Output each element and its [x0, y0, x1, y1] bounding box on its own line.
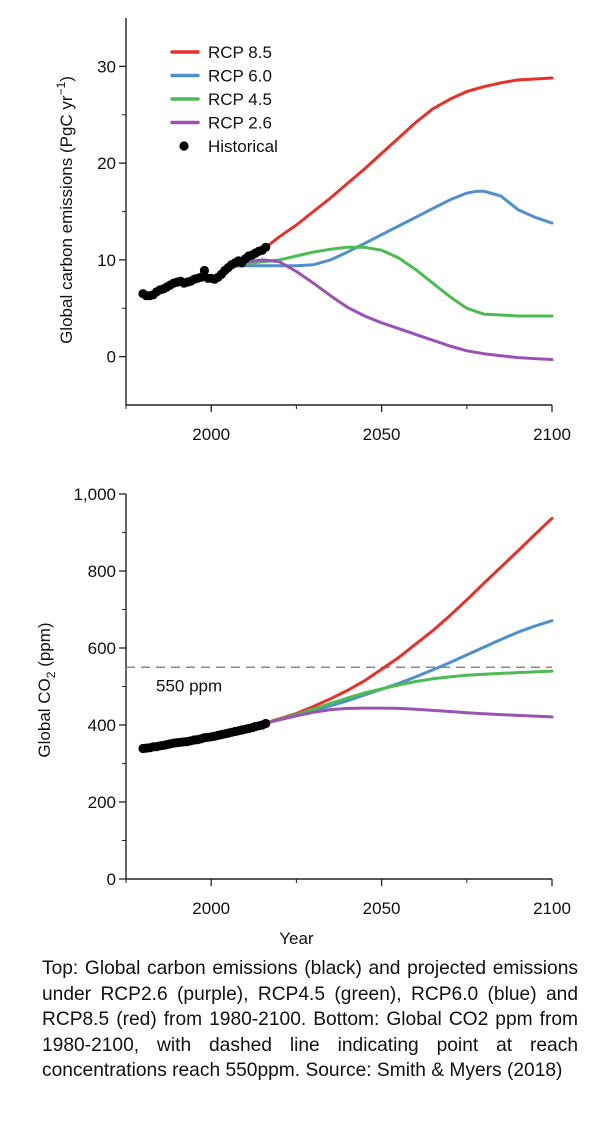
y-tick-label: 600 — [88, 639, 116, 658]
y-tick-label: 30 — [97, 57, 116, 76]
series-line-rcp-4-5 — [226, 245, 554, 318]
x-tick-label: 2100 — [533, 425, 571, 444]
legend-label-rcp-6-0: RCP 6.0 — [208, 67, 272, 86]
legend-label-historical: Historical — [208, 137, 278, 156]
legend-marker-historical — [179, 141, 189, 151]
x-tick-label: 2000 — [192, 899, 230, 918]
historical-point — [199, 265, 209, 276]
x-tick-label: 2000 — [192, 425, 230, 444]
y-axis-title: Global carbon emissions (PgC yr−1) — [54, 76, 76, 344]
y-tick-label: 1,000 — [73, 485, 116, 504]
legend-label-rcp-4-5: RCP 4.5 — [208, 90, 272, 109]
historical-point — [261, 242, 271, 252]
legend-label-rcp-2-6: RCP 2.6 — [208, 114, 272, 133]
y-axis-title: Global CO2 (ppm) — [35, 622, 58, 757]
reference-line-label: 550 ppm — [156, 676, 222, 695]
co2-chart: 0 200 400 600 800 1,000 2000 2050 2100 Global CO2… — [35, 485, 571, 948]
emissions-chart: 0 10 20 30 2000 2050 2100 Global carbon emissio… — [54, 18, 571, 444]
y-tick-label: 0 — [107, 348, 116, 367]
series-line-rcp-8-5 — [267, 516, 554, 724]
legend-label-rcp-8-5: RCP 8.5 — [208, 43, 272, 62]
series-line-rcp-4-5 — [267, 669, 554, 724]
series-line-rcp-8-5 — [226, 76, 554, 268]
series-line-rcp-2-6 — [226, 258, 554, 361]
y-tick-label: 0 — [107, 870, 116, 889]
x-tick-label: 2100 — [533, 899, 571, 918]
figure-caption: Top: Global carbon emissions (black) and… — [42, 958, 578, 1082]
y-tick-label: 400 — [88, 716, 116, 735]
historical-point — [196, 272, 206, 282]
y-tick-label: 200 — [88, 793, 116, 812]
historical-point — [261, 718, 271, 729]
y-tick-label: 800 — [88, 562, 116, 581]
x-tick-label: 2050 — [363, 425, 401, 444]
y-tick-label: 20 — [97, 154, 116, 173]
series-line-rcp-6-0 — [267, 619, 554, 724]
series-line-rcp-2-6 — [267, 706, 554, 724]
x-axis-title: Year — [279, 929, 314, 948]
y-tick-label: 10 — [97, 251, 116, 270]
x-tick-label: 2050 — [363, 899, 401, 918]
